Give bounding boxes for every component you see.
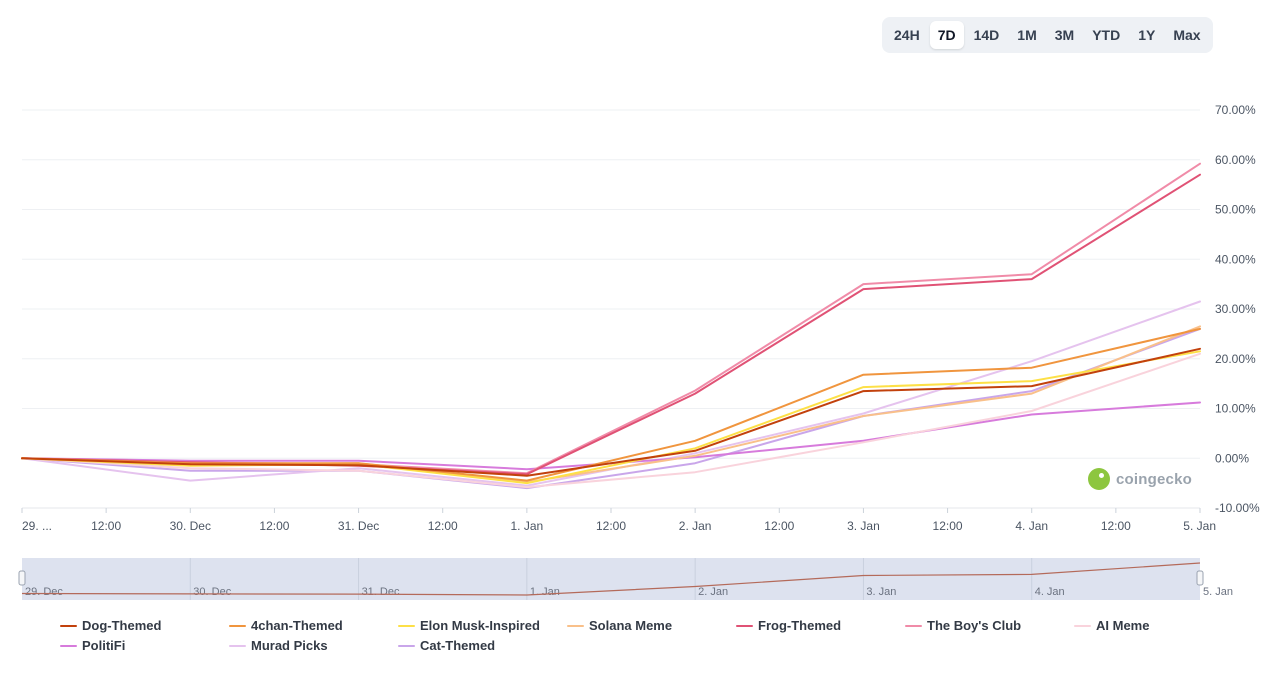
series-line-elon-musk-inspired <box>21 350 1201 485</box>
range-navigator[interactable]: 29. Dec 30. Dec 31. Dec 1. Jan 2. Jan 3. Jan 4… <box>18 558 1233 600</box>
x-axis-ticks: 29. ... 12:00 30. Dec 12:00 31. Dec 12:00 1. J… <box>21 508 1216 533</box>
range-tab-max[interactable]: Max <box>1165 21 1208 49</box>
line-chart: 70.00% 60.00% 50.00% 40.00% 30.00% 20.00% 10.0… <box>18 103 1260 600</box>
range-tab-24h[interactable]: 24H <box>886 21 928 49</box>
legend-swatch <box>1074 624 1091 627</box>
series-line-cat-themed <box>21 327 1201 490</box>
legend-label: Murad Picks <box>251 638 328 653</box>
x-tick-label: 12:00 <box>1101 519 1131 533</box>
navigator-label: 5. Jan <box>1203 586 1233 598</box>
legend-item[interactable]: Dog-Themed <box>60 617 229 634</box>
x-tick-label: 12:00 <box>428 519 458 533</box>
y-tick-label: 20.00% <box>1215 352 1256 366</box>
legend-label: Solana Meme <box>589 618 673 633</box>
series-line-ai-meme <box>21 352 1201 489</box>
x-tick-label: 5. Jan <box>1183 519 1216 533</box>
legend-swatch <box>905 624 922 627</box>
grid-lines <box>22 109 1200 509</box>
series-line-4chan-themed <box>21 327 1201 482</box>
y-tick-label: 40.00% <box>1215 252 1256 266</box>
legend-item[interactable]: 4chan-Themed <box>229 617 398 634</box>
legend-item[interactable]: Cat-Themed <box>398 637 567 654</box>
legend-label: Dog-Themed <box>82 618 162 633</box>
legend-label: PolitiFi <box>82 638 126 653</box>
y-tick-label: 70.00% <box>1215 103 1256 117</box>
navigator-label: 30. Dec <box>193 586 231 598</box>
x-tick-label: 12:00 <box>764 519 794 533</box>
x-tick-label: 3. Jan <box>847 519 880 533</box>
legend-swatch <box>567 624 584 627</box>
y-tick-label: 50.00% <box>1215 203 1256 217</box>
range-tab-7d[interactable]: 7D <box>929 21 964 49</box>
series-lines <box>21 162 1201 490</box>
navigator-label: 29. Dec <box>25 586 63 598</box>
legend-label: Frog-Themed <box>758 618 842 633</box>
legend-swatch <box>60 624 77 627</box>
navigator-label: 31. Dec <box>362 586 400 598</box>
y-axis-ticks: 70.00% 60.00% 50.00% 40.00% 30.00% 20.00% 10.0… <box>1215 103 1260 515</box>
legend-label: Cat-Themed <box>420 638 496 653</box>
gecko-logo-icon <box>1088 468 1110 490</box>
y-tick-label: 30.00% <box>1215 302 1256 316</box>
legend-label: Elon Musk-Inspired <box>420 618 540 633</box>
watermark-text: coingecko <box>1116 470 1192 488</box>
range-tab-1m[interactable]: 1M <box>1009 21 1044 49</box>
navigator-right-handle[interactable] <box>1196 570 1204 586</box>
x-tick-label: 30. Dec <box>170 519 211 533</box>
range-tab-14d[interactable]: 14D <box>966 21 1008 49</box>
legend-swatch <box>398 624 415 627</box>
legend-swatch <box>398 644 415 647</box>
x-tick-label: 4. Jan <box>1015 519 1048 533</box>
legend-swatch <box>229 644 246 647</box>
navigator-label: 2. Jan <box>698 586 728 598</box>
series-line-dog-themed <box>21 347 1201 477</box>
legend-label: AI Meme <box>1096 618 1150 633</box>
x-tick-label: 12:00 <box>91 519 121 533</box>
legend-item[interactable]: Elon Musk-Inspired <box>398 617 567 634</box>
x-tick-label: 12:00 <box>933 519 963 533</box>
navigator-selection[interactable] <box>22 558 1200 600</box>
series-line-frog-themed <box>21 173 1201 476</box>
navigator-label: 4. Jan <box>1035 586 1065 598</box>
chart-legend: Dog-Themed 4chan-Themed Elon Musk-Inspired… <box>60 617 1260 654</box>
legend-swatch <box>60 644 77 647</box>
time-range-selector: 24H 7D 14D 1M 3M YTD 1Y Max <box>882 17 1213 53</box>
legend-item[interactable]: Solana Meme <box>567 617 736 634</box>
legend-item[interactable]: AI Meme <box>1074 617 1243 634</box>
legend-item[interactable]: Frog-Themed <box>736 617 905 634</box>
navigator-left-handle[interactable] <box>18 570 26 586</box>
navigator-series-line <box>21 562 1201 596</box>
legend-item[interactable]: Murad Picks <box>229 637 398 654</box>
legend-swatch <box>229 624 246 627</box>
range-tab-3m[interactable]: 3M <box>1047 21 1082 49</box>
navigator-label: 3. Jan <box>866 586 896 598</box>
range-tab-ytd[interactable]: YTD <box>1084 21 1128 49</box>
legend-item[interactable]: The Boy's Club <box>905 617 1074 634</box>
y-tick-label: 60.00% <box>1215 153 1256 167</box>
legend-item[interactable]: PolitiFi <box>60 637 229 654</box>
y-tick-label: 0.00% <box>1215 451 1249 465</box>
range-tab-1y[interactable]: 1Y <box>1130 21 1163 49</box>
x-tick-label: 29. ... <box>22 519 52 533</box>
x-tick-label: 1. Jan <box>511 519 544 533</box>
y-tick-label: 10.00% <box>1215 402 1256 416</box>
legend-label: The Boy's Club <box>927 618 1022 633</box>
legend-label: 4chan-Themed <box>251 618 343 633</box>
x-tick-label: 2. Jan <box>679 519 712 533</box>
navigator-label: 1. Jan <box>530 586 560 598</box>
x-tick-label: 12:00 <box>596 519 626 533</box>
x-tick-label: 31. Dec <box>338 519 379 533</box>
y-tick-label: -10.00% <box>1215 501 1260 515</box>
coingecko-watermark: coingecko <box>1088 468 1192 490</box>
series-line-the-boy-s-club <box>21 162 1201 475</box>
legend-swatch <box>736 624 753 627</box>
x-tick-label: 12:00 <box>259 519 289 533</box>
